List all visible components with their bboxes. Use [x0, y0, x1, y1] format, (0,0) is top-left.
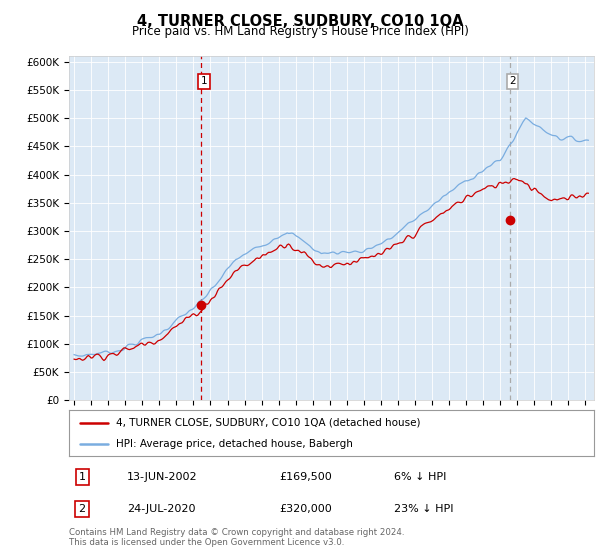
Text: 13-JUN-2002: 13-JUN-2002: [127, 472, 197, 482]
Text: 2: 2: [509, 76, 516, 86]
Text: 23% ↓ HPI: 23% ↓ HPI: [395, 504, 454, 514]
Text: £169,500: £169,500: [279, 472, 332, 482]
Text: 4, TURNER CLOSE, SUDBURY, CO10 1QA (detached house): 4, TURNER CLOSE, SUDBURY, CO10 1QA (deta…: [116, 418, 421, 428]
Text: 24-JUL-2020: 24-JUL-2020: [127, 504, 195, 514]
Text: HPI: Average price, detached house, Babergh: HPI: Average price, detached house, Babe…: [116, 439, 353, 449]
Text: 1: 1: [200, 76, 207, 86]
Text: £320,000: £320,000: [279, 504, 332, 514]
Text: 1: 1: [79, 472, 86, 482]
Text: 6% ↓ HPI: 6% ↓ HPI: [395, 472, 447, 482]
Text: Price paid vs. HM Land Registry's House Price Index (HPI): Price paid vs. HM Land Registry's House …: [131, 25, 469, 38]
Text: 4, TURNER CLOSE, SUDBURY, CO10 1QA: 4, TURNER CLOSE, SUDBURY, CO10 1QA: [137, 14, 463, 29]
Text: Contains HM Land Registry data © Crown copyright and database right 2024.
This d: Contains HM Land Registry data © Crown c…: [69, 528, 404, 547]
Text: 2: 2: [79, 504, 86, 514]
